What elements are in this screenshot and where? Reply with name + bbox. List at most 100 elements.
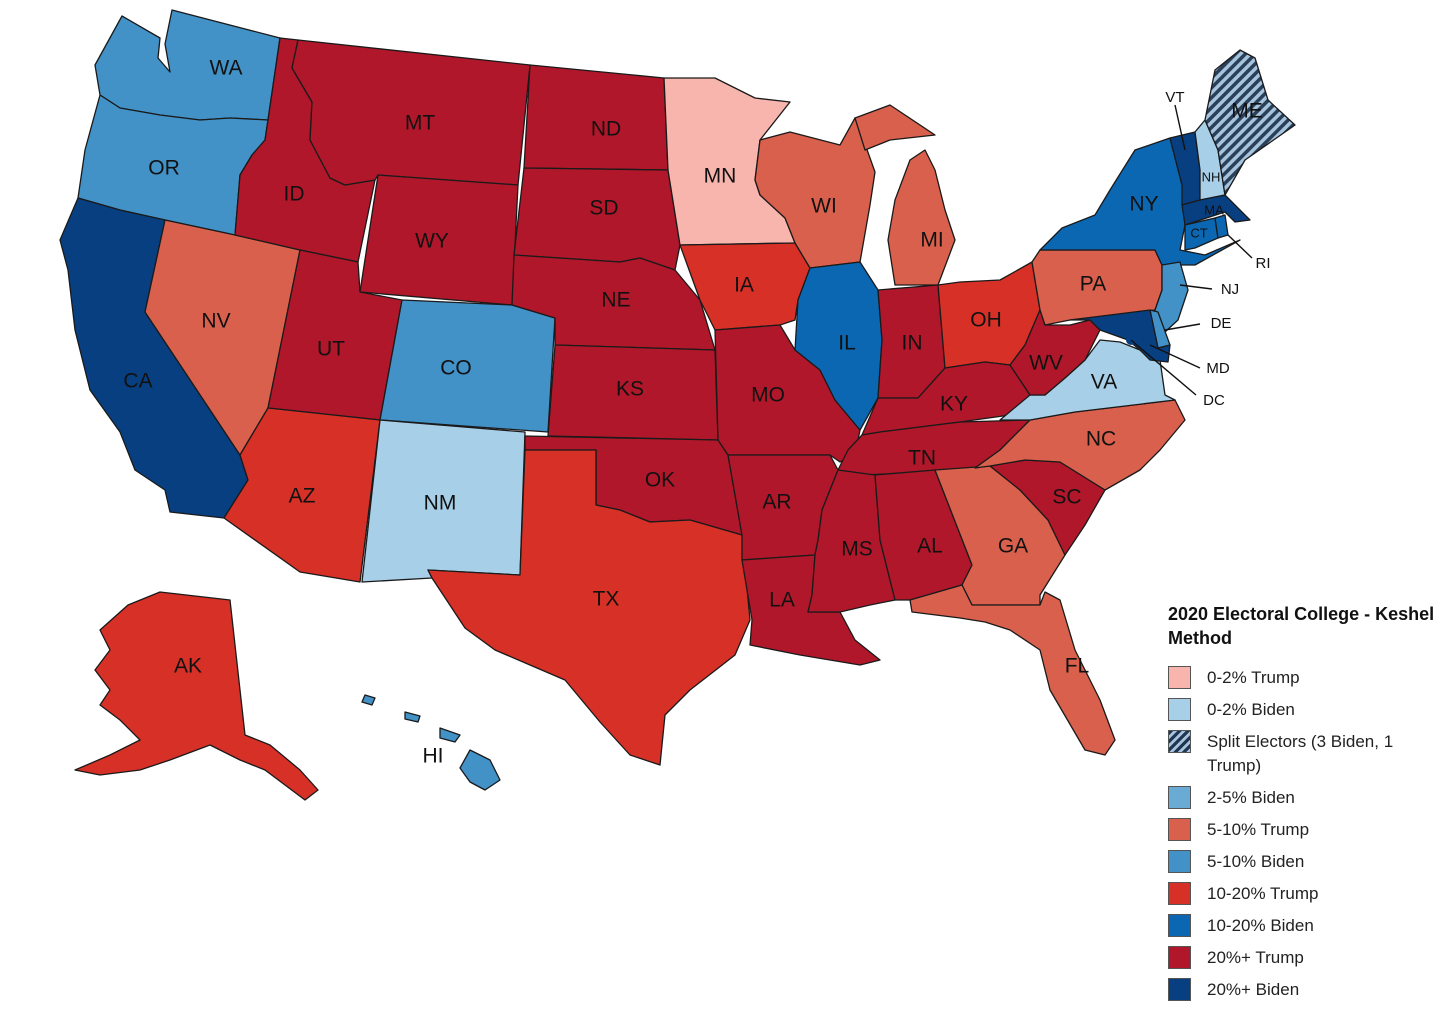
state-label-vt: VT	[1165, 89, 1184, 106]
callout-md	[1149, 344, 1201, 369]
state-label-la: LA	[769, 589, 795, 612]
state-wa[interactable]	[94, 9, 281, 121]
state-ak[interactable]	[74, 591, 319, 801]
state-label-ga: GA	[998, 535, 1028, 558]
state-ma[interactable]	[1181, 194, 1251, 226]
state-label-ky: KY	[940, 393, 968, 416]
state-label-il: IL	[838, 332, 856, 355]
state-label-wa: WA	[209, 57, 242, 80]
legend-swatch	[1168, 850, 1191, 873]
state-wi[interactable]	[754, 117, 876, 269]
state-label-va: VA	[1091, 371, 1117, 394]
state-label-ne: NE	[601, 289, 630, 312]
state-il[interactable]	[794, 261, 883, 431]
legend-swatch	[1168, 786, 1191, 809]
legend-item: 0-2% Trump	[1168, 666, 1448, 690]
state-ct[interactable]	[1184, 217, 1219, 251]
state-fl[interactable]	[909, 584, 1116, 756]
state-hi[interactable]	[361, 694, 501, 791]
legend-swatch	[1168, 978, 1191, 1001]
legend-label: 0-2% Biden	[1207, 700, 1295, 719]
state-label-dc: DC	[1203, 392, 1225, 409]
state-label-ok: OK	[645, 469, 675, 492]
state-mt[interactable]	[291, 39, 531, 186]
legend-swatch	[1168, 882, 1191, 905]
state-ne[interactable]	[511, 254, 716, 351]
state-ri[interactable]	[1214, 214, 1229, 239]
legend-swatch	[1168, 818, 1191, 841]
legend-label: 10-20% Trump	[1207, 884, 1319, 903]
callout-de	[1164, 323, 1201, 331]
callout-ri	[1227, 234, 1253, 259]
legend-item: Split Electors (3 Biden, 1 Trump)	[1168, 730, 1448, 778]
legend-item: 0-2% Biden	[1168, 698, 1448, 722]
legend-item: 20%+ Trump	[1168, 946, 1448, 970]
legend-label: 5-10% Biden	[1207, 852, 1305, 871]
state-label-wv: WV	[1029, 352, 1063, 375]
legend-swatch	[1168, 946, 1191, 969]
legend-label: Split Electors (3 Biden, 1 Trump)	[1207, 732, 1394, 775]
state-label-mn: MN	[704, 165, 737, 188]
state-label-in: IN	[902, 332, 923, 355]
legend-title: 2020 Electoral College - Keshel Method	[1168, 604, 1435, 648]
legend-item: 10-20% Biden	[1168, 914, 1448, 938]
state-tx[interactable]	[427, 449, 751, 766]
legend-label: 5-10% Trump	[1207, 820, 1310, 839]
state-label-nc: NC	[1086, 428, 1116, 451]
legend-swatch	[1168, 730, 1191, 753]
legend-item: 2-5% Biden	[1168, 786, 1448, 810]
state-label-ma: MA	[1204, 202, 1224, 217]
state-label-ks: KS	[616, 378, 644, 401]
state-label-mt: MT	[405, 112, 435, 135]
legend-item: 5-10% Biden	[1168, 850, 1448, 874]
legend-label: 10-20% Biden	[1207, 916, 1314, 935]
state-label-nh: NH	[1202, 169, 1221, 184]
state-co[interactable]	[379, 299, 556, 433]
state-label-wi: WI	[811, 195, 837, 218]
state-label-az: AZ	[289, 485, 316, 508]
state-label-oh: OH	[970, 309, 1002, 332]
state-label-ri: RI	[1256, 255, 1271, 272]
state-label-mo: MO	[751, 384, 785, 407]
state-label-wy: WY	[415, 230, 449, 253]
state-label-fl: FL	[1065, 655, 1090, 678]
legend-label: 0-2% Trump	[1207, 668, 1300, 687]
state-label-me: ME	[1231, 100, 1263, 123]
state-label-nv: NV	[201, 310, 230, 333]
state-label-nd: ND	[591, 118, 621, 141]
legend-item: 5-10% Trump	[1168, 818, 1448, 842]
state-label-nj: NJ	[1221, 281, 1239, 298]
callout-nj	[1179, 284, 1213, 290]
legend-swatch	[1168, 914, 1191, 937]
state-me[interactable]	[1204, 49, 1296, 196]
state-label-or: OR	[148, 157, 180, 180]
state-label-nm: NM	[424, 492, 457, 515]
state-mi[interactable]	[854, 104, 956, 286]
legend-label: 20%+ Biden	[1207, 980, 1300, 999]
state-label-sc: SC	[1052, 486, 1081, 509]
state-label-co: CO	[440, 357, 472, 380]
legend-label: 2-5% Biden	[1207, 788, 1295, 807]
state-md[interactable]	[1069, 309, 1171, 363]
state-label-al: AL	[917, 535, 943, 558]
legend-item: 20%+ Biden	[1168, 978, 1448, 1002]
callout-dc	[1130, 339, 1197, 396]
state-label-ca: CA	[123, 370, 152, 393]
state-label-ia: IA	[734, 274, 754, 297]
legend: 2020 Electoral College - Keshel Method 0…	[1168, 602, 1448, 1010]
state-label-de: DE	[1211, 315, 1232, 332]
legend-swatch	[1168, 666, 1191, 689]
state-label-tn: TN	[908, 447, 936, 470]
state-label-ny: NY	[1129, 193, 1158, 216]
state-label-mi: MI	[920, 229, 943, 252]
legend-item: 10-20% Trump	[1168, 882, 1448, 906]
state-label-ct: CT	[1190, 225, 1207, 240]
state-label-md: MD	[1206, 360, 1229, 377]
state-label-tx: TX	[593, 588, 620, 611]
state-label-ms: MS	[841, 538, 873, 561]
state-label-id: ID	[284, 183, 305, 206]
legend-label: 20%+ Trump	[1207, 948, 1304, 967]
state-label-sd: SD	[589, 197, 618, 220]
legend-swatch	[1168, 698, 1191, 721]
state-label-ar: AR	[762, 491, 791, 514]
